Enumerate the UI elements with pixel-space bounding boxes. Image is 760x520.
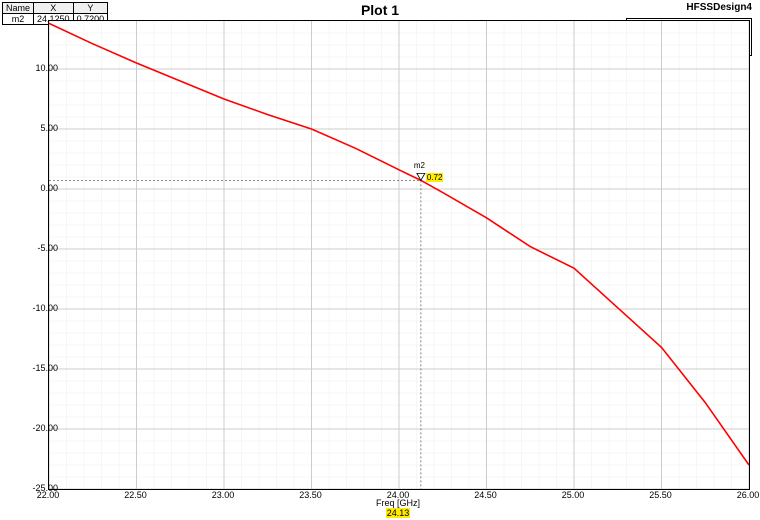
x-tick-label: 25.00 [562,490,585,500]
x-tick-label: 24.50 [474,490,497,500]
y-tick-label: -10.00 [18,303,58,313]
x-tick-label: 23.50 [299,490,322,500]
y-tick-label: 5.00 [18,123,58,133]
y-tick-label: 0.00 [18,183,58,193]
design-label: HFSSDesign4 [686,2,752,13]
y-tick-label: -5.00 [18,243,58,253]
x-tick-label: 23.00 [212,490,235,500]
x-tick-label: 22.50 [124,490,147,500]
x-tick-label: 26.00 [737,490,760,500]
y-tick-label: -15.00 [18,363,58,373]
x-marker-highlight: 24.13 [386,508,411,518]
plot-window: Plot 1 HFSSDesign4 Name X Y m2 24.1250 0… [0,0,760,520]
plot-svg [49,21,749,489]
x-axis-title: Freq [GHz] 24.13 [48,498,748,518]
x-tick-label: 22.00 [37,490,60,500]
y-tick-label: -20.00 [18,423,58,433]
x-tick-label: 25.50 [649,490,672,500]
x-tick-label: 24.00 [387,490,410,500]
y-tick-label: 10.00 [18,63,58,73]
plot-area[interactable] [48,20,750,490]
